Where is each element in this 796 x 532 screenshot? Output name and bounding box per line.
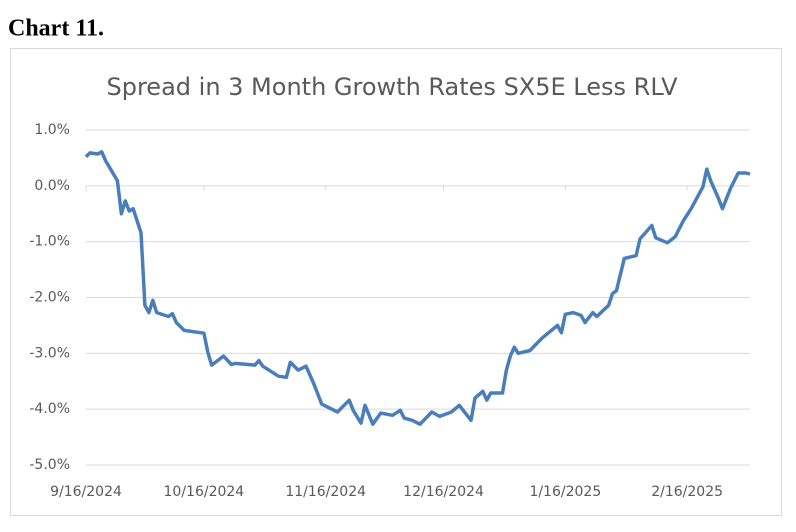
heading: Chart 11.	[8, 16, 104, 42]
chart-frame	[10, 48, 782, 516]
x-tick-label: 10/16/2024	[164, 484, 245, 500]
y-tick-label: 0.0%	[34, 178, 70, 194]
y-tick-label: -4.0%	[29, 401, 70, 417]
y-tick-label: 1.0%	[34, 122, 70, 138]
chart-title: Spread in 3 Month Growth Rates SX5E Less…	[107, 73, 679, 101]
x-tick-label: 2/16/2025	[651, 484, 723, 500]
x-tick-label: 1/16/2025	[529, 484, 601, 500]
y-tick-label: -3.0%	[29, 345, 70, 361]
y-tick-label: -2.0%	[29, 290, 70, 306]
x-tick-label: 9/16/2024	[50, 484, 122, 500]
y-tick-label: -1.0%	[29, 234, 70, 250]
x-tick-label: 12/16/2024	[403, 484, 484, 500]
y-tick-label: -5.0%	[29, 457, 70, 473]
line-series	[84, 150, 751, 426]
x-tick-label: 11/16/2024	[285, 484, 366, 500]
